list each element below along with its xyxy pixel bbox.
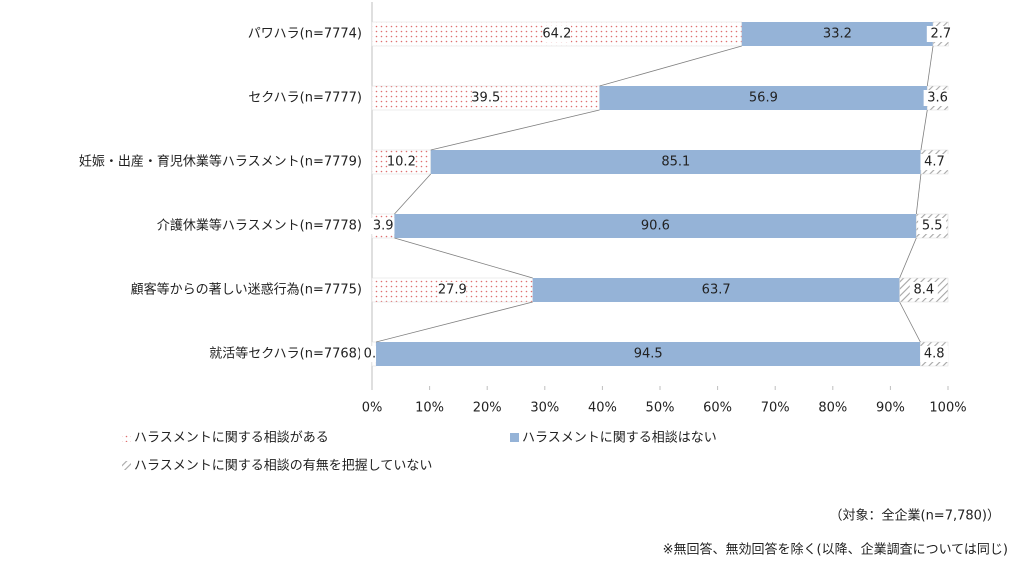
series-line bbox=[899, 237, 917, 279]
label-bg bbox=[918, 218, 947, 234]
y-tick-label: 就活等セクハラ(n=7768) bbox=[209, 346, 362, 362]
label-bg bbox=[471, 90, 500, 106]
label-bg bbox=[926, 26, 955, 42]
value-label: 5.5 bbox=[922, 219, 943, 234]
label-bg bbox=[920, 154, 949, 170]
label-bg bbox=[923, 90, 952, 106]
value-label: 63.7 bbox=[702, 283, 731, 298]
series-line bbox=[394, 173, 432, 215]
bar-segment bbox=[741, 22, 934, 46]
value-label: 27.9 bbox=[438, 283, 467, 298]
legend-label: ハラスメントに関する相談がある bbox=[134, 430, 329, 446]
series-line bbox=[430, 109, 600, 151]
value-label: 56.9 bbox=[749, 91, 778, 106]
value-label: 85.1 bbox=[661, 155, 690, 170]
x-tick-label: 100% bbox=[929, 401, 966, 416]
bar-segment bbox=[376, 342, 921, 366]
series-line bbox=[915, 173, 922, 215]
legend-label: ハラスメントに関する相談の有無を把握していない bbox=[134, 458, 432, 474]
legend-marker bbox=[122, 433, 131, 442]
series-line bbox=[394, 237, 533, 279]
value-label: 4.7 bbox=[924, 155, 945, 170]
x-tick-label: 30% bbox=[530, 401, 559, 416]
label-bg bbox=[909, 282, 938, 298]
value-label: 3.6 bbox=[927, 91, 948, 106]
y-tick-label: 顧客等からの著しい迷惑行為(n=7775) bbox=[131, 282, 362, 298]
bar-segment bbox=[532, 278, 900, 302]
value-label: 90.6 bbox=[641, 219, 670, 234]
x-tick-label: 50% bbox=[646, 401, 675, 416]
y-tick-label: 妊娠・出産・育児休業等ハラスメント(n=7779) bbox=[79, 154, 362, 170]
x-tick-label: 80% bbox=[818, 401, 847, 416]
label-bg bbox=[369, 218, 398, 234]
value-label: 4.8 bbox=[924, 347, 945, 362]
x-tick-label: 60% bbox=[703, 401, 732, 416]
annotation: （対象：全企業(n=7,780)） bbox=[830, 508, 1001, 524]
label-bg bbox=[542, 26, 571, 42]
series-line bbox=[599, 45, 742, 87]
y-tick-label: セクハラ(n=7777) bbox=[248, 91, 362, 106]
y-tick-label: 介護休業等ハラスメント(n=7778) bbox=[157, 218, 362, 234]
series-line bbox=[926, 45, 934, 87]
value-label: 8.4 bbox=[913, 283, 934, 298]
value-label: 64.2 bbox=[542, 27, 571, 42]
x-tick-label: 70% bbox=[761, 401, 790, 416]
label-bg bbox=[387, 154, 416, 170]
label-bg bbox=[920, 346, 949, 362]
value-label: 94.5 bbox=[634, 347, 663, 362]
series-line bbox=[920, 109, 928, 151]
legend-marker bbox=[510, 433, 519, 442]
value-label: 33.2 bbox=[823, 27, 852, 42]
bar-segment bbox=[394, 214, 917, 238]
label-bg bbox=[438, 282, 467, 298]
value-label: 2.7 bbox=[930, 27, 951, 42]
series-line bbox=[899, 301, 921, 343]
legend-marker bbox=[122, 461, 131, 470]
series-line bbox=[375, 301, 533, 343]
annotation: ※無回答、無効回答を除く(以降、企業調査については同じ) bbox=[663, 542, 1008, 558]
legend-label: ハラスメントに関する相談はない bbox=[522, 430, 717, 446]
bar-segment bbox=[430, 150, 921, 174]
x-tick-label: 90% bbox=[876, 401, 905, 416]
y-tick-label: パワハラ(n=7774) bbox=[248, 27, 362, 42]
x-tick-label: 40% bbox=[588, 401, 617, 416]
value-label: 3.9 bbox=[373, 219, 394, 234]
x-tick-label: 0% bbox=[362, 401, 383, 416]
value-label: 10.2 bbox=[387, 155, 416, 170]
bar-segment bbox=[599, 86, 928, 110]
value-label: 39.5 bbox=[471, 91, 500, 106]
x-tick-label: 10% bbox=[415, 401, 444, 416]
x-tick-label: 20% bbox=[473, 401, 502, 416]
